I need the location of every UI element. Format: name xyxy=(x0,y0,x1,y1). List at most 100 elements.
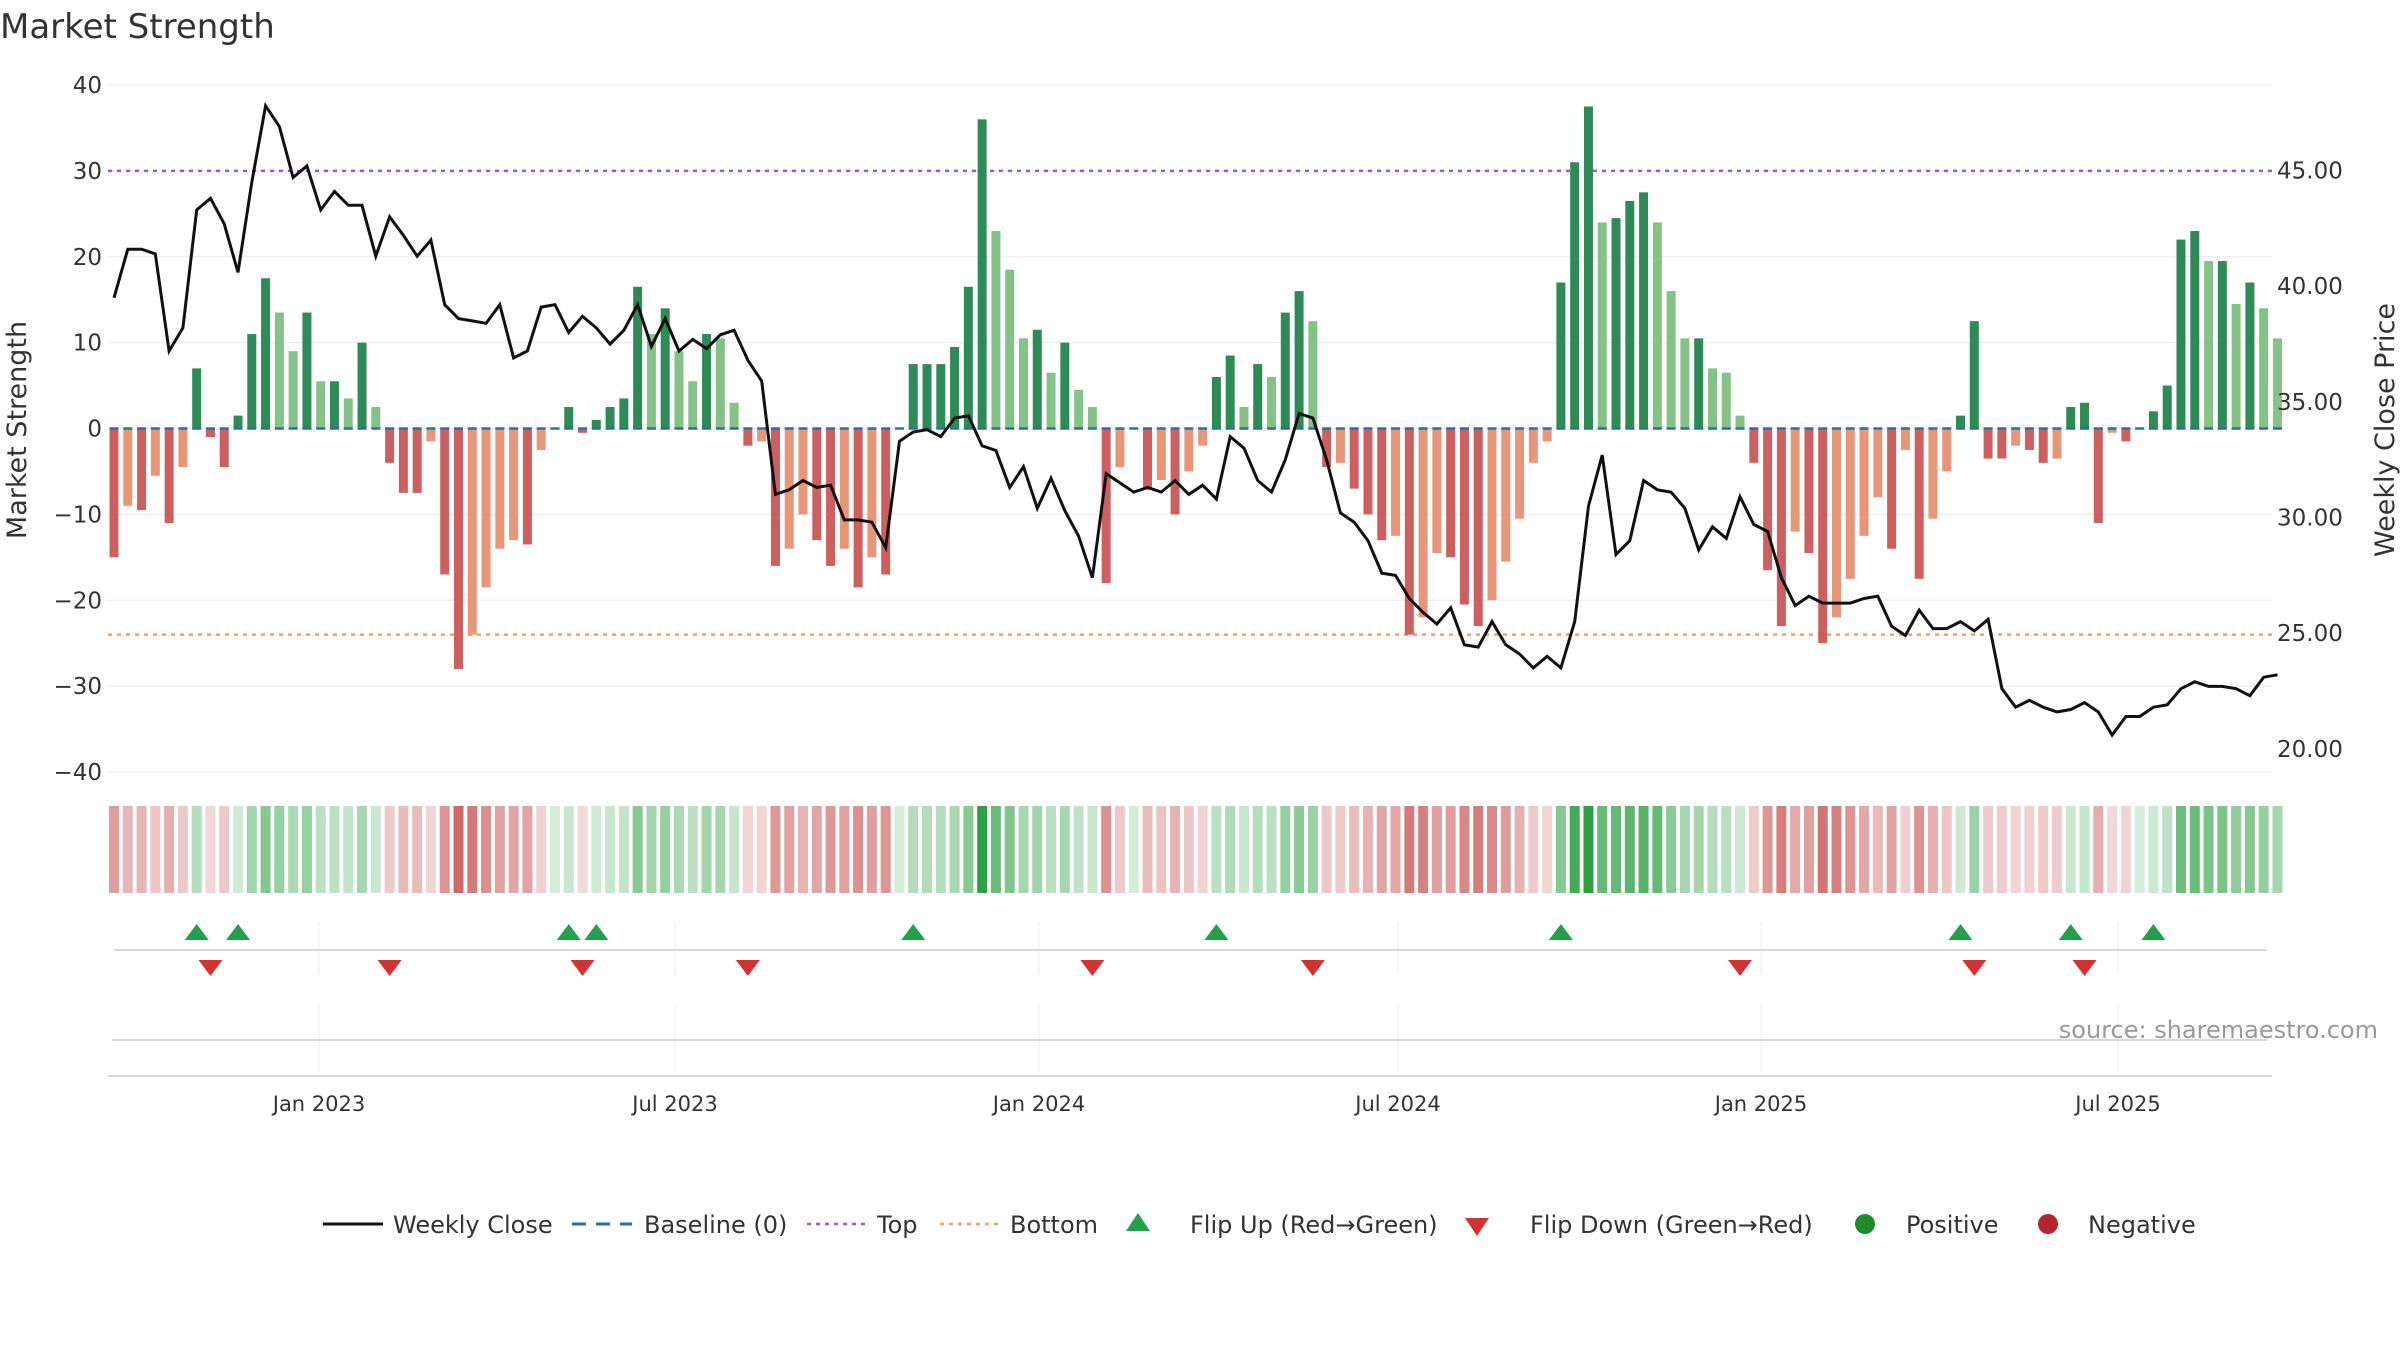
flip-down-marker xyxy=(570,960,595,976)
heat-cell xyxy=(2258,806,2269,893)
strength-bar xyxy=(908,364,918,429)
y-tick-label: −20 xyxy=(53,588,102,614)
strength-bar xyxy=(164,428,174,523)
strength-bar xyxy=(702,334,712,429)
heat-cell xyxy=(1059,806,1070,893)
strength-bar xyxy=(1707,368,1717,429)
strength-bar xyxy=(1528,428,1538,463)
heat-cell xyxy=(1335,806,1346,893)
strength-bar xyxy=(1101,428,1111,584)
heat-cell xyxy=(1721,806,1732,893)
heat-cell xyxy=(1307,806,1318,893)
strength-bar xyxy=(1832,428,1841,618)
heat-cell xyxy=(1114,806,1125,893)
strength-bar xyxy=(1694,338,1704,429)
strength-bar xyxy=(1542,428,1552,442)
source-note: source: sharemaestro.com xyxy=(2059,1016,2378,1044)
strength-bar xyxy=(1294,291,1304,429)
heat-cell xyxy=(150,806,161,893)
strength-bar xyxy=(1914,428,1924,579)
strength-bar xyxy=(1997,428,2007,459)
strength-bar xyxy=(1625,200,1635,429)
flip-down-marker xyxy=(1728,960,1753,976)
heat-cell xyxy=(2148,806,2159,893)
heat-cell xyxy=(577,806,588,893)
heat-cell xyxy=(1941,806,1952,893)
strength-bar xyxy=(839,428,849,549)
heat-cell xyxy=(729,806,740,893)
strength-bar xyxy=(1763,428,1773,571)
y-tick-label: 30 xyxy=(73,159,102,185)
strength-bar xyxy=(1735,415,1745,429)
strength-bar xyxy=(509,428,519,541)
strength-bar xyxy=(963,286,973,429)
heat-cell xyxy=(1693,806,1704,893)
strength-bar xyxy=(2148,411,2158,429)
heat-cell xyxy=(1914,806,1925,893)
heat-cell xyxy=(260,806,271,893)
strength-bar xyxy=(977,119,987,429)
heat-cell xyxy=(1046,806,1057,893)
heat-cell xyxy=(618,806,629,893)
heat-cell xyxy=(2203,806,2214,893)
flip-up-marker xyxy=(2141,924,2166,940)
legend-label-negative: Negative xyxy=(2088,1211,2196,1239)
heat-cell xyxy=(1955,806,1966,893)
flip-up-marker xyxy=(184,924,209,940)
legend-label-weekly-close: Weekly Close xyxy=(393,1211,553,1239)
strength-bar xyxy=(798,428,808,515)
heat-cell xyxy=(2189,806,2200,893)
flip-up-marker xyxy=(1204,924,1229,940)
strength-bar xyxy=(1046,372,1056,429)
heat-cell xyxy=(591,806,602,893)
heat-cell xyxy=(1183,806,1194,893)
heat-cell xyxy=(2217,806,2228,893)
x-tick-label: Jan 2025 xyxy=(1713,1092,1808,1116)
heat-cell xyxy=(949,806,960,893)
strength-bar xyxy=(715,338,725,429)
heat-cell xyxy=(1473,806,1484,893)
heat-cell xyxy=(122,806,133,893)
strength-bar xyxy=(2217,261,2227,429)
flip-down-marker xyxy=(1962,960,1987,976)
strength-bar xyxy=(1253,364,1263,429)
strength-bar xyxy=(2066,407,2076,429)
strength-bar xyxy=(481,428,491,588)
heat-cell xyxy=(1597,806,1608,893)
strength-bar xyxy=(205,428,215,438)
chart-title: Market Strength xyxy=(0,7,275,47)
strength-bar xyxy=(467,428,477,635)
strength-bar xyxy=(109,428,119,558)
y-axis-right: 45.00 40.00 35.00 30.00 25.00 20.00 xyxy=(2277,159,2343,763)
strength-bar xyxy=(1156,428,1166,481)
strength-bar xyxy=(950,346,960,429)
strength-bar xyxy=(2038,428,2048,463)
y-tick-label: −10 xyxy=(53,502,102,528)
heat-cell xyxy=(536,806,547,893)
strength-bar xyxy=(1473,428,1483,627)
strength-bar xyxy=(1087,407,1097,429)
strength-bar xyxy=(1942,428,1952,472)
heat-cell xyxy=(632,806,643,893)
strength-bar xyxy=(398,428,408,493)
y2-tick-label: 30.00 xyxy=(2277,506,2343,532)
heat-cell xyxy=(715,806,726,893)
heat-cell xyxy=(1624,806,1635,893)
heat-cell xyxy=(1790,806,1801,893)
heat-cell xyxy=(2272,806,2283,893)
heat-cell xyxy=(977,806,988,893)
strength-bar xyxy=(357,342,367,429)
heat-cell xyxy=(605,806,616,893)
heat-cell xyxy=(839,806,850,893)
strength-bar xyxy=(178,428,188,468)
heat-cell xyxy=(1886,806,1897,893)
strength-bar xyxy=(660,308,670,429)
heat-cell xyxy=(205,806,216,893)
strength-bar xyxy=(1018,338,1028,429)
heat-cell xyxy=(1225,806,1236,893)
strength-bar xyxy=(371,407,381,429)
heat-cell xyxy=(2010,806,2021,893)
heat-cell xyxy=(894,806,905,893)
strength-bar xyxy=(343,398,353,429)
strength-bar xyxy=(1335,428,1345,463)
